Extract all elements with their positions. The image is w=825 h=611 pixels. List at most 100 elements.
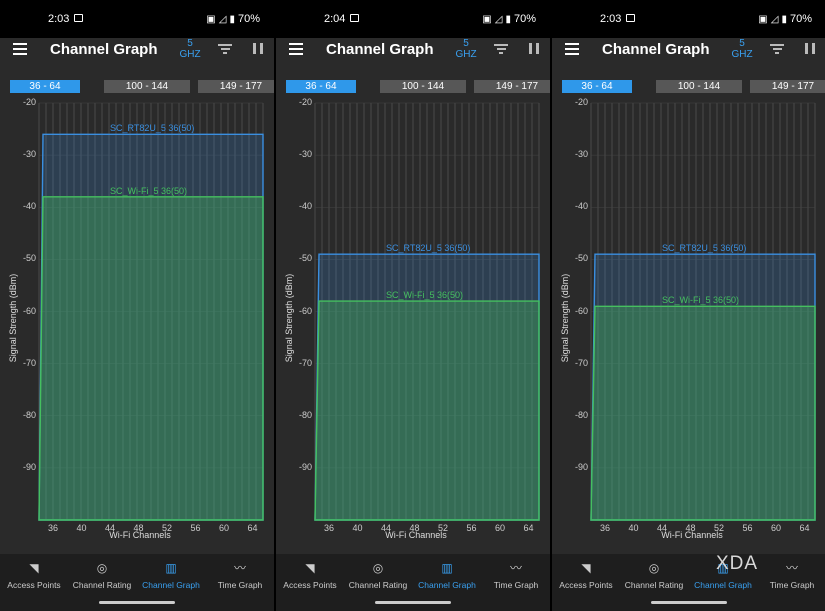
tab-channels-1[interactable]: 36 - 64 xyxy=(286,80,356,93)
tab-channels-2[interactable]: 100 - 144 xyxy=(656,80,742,93)
x-tick-label: 40 xyxy=(76,523,87,533)
x-tick-label: 60 xyxy=(770,523,781,533)
wifi-icon: ◥ xyxy=(581,561,591,575)
band-selector[interactable]: 5 GHZ xyxy=(730,38,754,60)
band-selector[interactable]: 5 GHZ xyxy=(178,38,202,60)
nav-item-channel-graph[interactable]: ▥ Channel Graph xyxy=(413,560,481,590)
y-tick-label: -70 xyxy=(22,357,36,368)
home-indicator[interactable] xyxy=(375,601,451,604)
tab-channels-3[interactable]: 149 - 177 xyxy=(474,80,550,93)
bottom-navigation: ◥ Access Points ◎ Channel Rating ▥ Channel Gr… xyxy=(0,554,274,611)
network-label-1: SC_RT82U_5 36(50) xyxy=(110,123,195,134)
band-unit: GHZ xyxy=(455,49,477,60)
y-tick-label: -80 xyxy=(22,409,36,420)
page-title: Channel Graph xyxy=(50,41,158,58)
y-tick-label: -30 xyxy=(22,149,36,160)
nfc-icon: ▣ xyxy=(206,13,216,25)
nav-item-time-graph[interactable]: 〰 Time Graph xyxy=(758,560,825,590)
x-tick-label: 48 xyxy=(685,523,696,533)
x-tick-label: 36 xyxy=(323,523,334,533)
line-graph-icon: 〰 xyxy=(509,561,522,575)
x-tick-label: 40 xyxy=(628,523,639,533)
nav-item-time-graph[interactable]: 〰 Time Graph xyxy=(482,560,550,590)
x-tick-label: 52 xyxy=(713,523,724,533)
tab-channels-3[interactable]: 149 - 177 xyxy=(198,80,274,93)
nav-item-channel-graph[interactable]: ▥ Channel Graph xyxy=(689,560,757,590)
x-tick-label: 36 xyxy=(47,523,58,533)
nfc-icon: ▣ xyxy=(482,13,492,25)
signal-rating-icon: ◎ xyxy=(648,561,660,575)
y-tick-label: -40 xyxy=(298,201,312,212)
no-signal-icon: ◿ xyxy=(770,13,779,25)
filter-icon[interactable] xyxy=(218,44,232,55)
y-tick-label: -40 xyxy=(22,201,36,212)
nav-item-channel-rating[interactable]: ◎ Channel Rating xyxy=(68,560,136,590)
pause-icon[interactable] xyxy=(805,43,815,55)
gallery-notification-icon xyxy=(350,14,359,22)
nav-item-label: Channel Graph xyxy=(142,580,200,590)
pause-icon[interactable] xyxy=(253,43,263,55)
nav-item-label: Access Points xyxy=(559,580,613,590)
series-area-2 xyxy=(590,305,816,521)
x-tick-label: 48 xyxy=(409,523,420,533)
channel-graph-chart xyxy=(314,102,540,521)
y-tick-label: -70 xyxy=(574,357,588,368)
nav-item-time-graph[interactable]: 〰 Time Graph xyxy=(206,560,274,590)
nav-item-channel-rating[interactable]: ◎ Channel Rating xyxy=(344,560,412,590)
hamburger-menu-icon[interactable] xyxy=(289,43,303,55)
status-bar: 2:04 ▣ ◿ ▮ 70% xyxy=(276,0,550,38)
y-tick-label: -50 xyxy=(574,253,588,264)
y-tick-label: -20 xyxy=(574,97,588,107)
status-bar: 2:03 ▣ ◿ ▮ 70% xyxy=(552,0,825,38)
nav-item-label: Channel Graph xyxy=(694,580,752,590)
filter-icon[interactable] xyxy=(494,44,508,55)
nav-item-label: Channel Graph xyxy=(418,580,476,590)
tab-channels-2[interactable]: 100 - 144 xyxy=(104,80,190,93)
battery-percent: 70% xyxy=(513,13,536,25)
y-tick-label: -20 xyxy=(298,97,312,107)
no-signal-icon: ◿ xyxy=(218,13,227,25)
tab-channels-1[interactable]: 36 - 64 xyxy=(10,80,80,93)
nav-item-label: Channel Rating xyxy=(624,580,684,590)
band-selector[interactable]: 5 GHZ xyxy=(454,38,478,60)
band-value: 5 xyxy=(187,38,193,49)
filter-icon[interactable] xyxy=(770,44,784,55)
y-tick-label: -50 xyxy=(298,253,312,264)
y-tick-label: -60 xyxy=(574,305,588,316)
bar-chart-icon: ▥ xyxy=(165,561,177,575)
gallery-notification-icon xyxy=(626,14,635,22)
y-tick-label: -20 xyxy=(22,97,36,107)
signal-rating-icon: ◎ xyxy=(96,561,108,575)
channel-graph-chart xyxy=(38,102,264,521)
bottom-navigation: ◥ Access Points ◎ Channel Rating ▥ Channel Gr… xyxy=(552,554,825,611)
home-indicator[interactable] xyxy=(99,601,175,604)
nav-item-channel-graph[interactable]: ▥ Channel Graph xyxy=(137,560,205,590)
nav-item-access-points[interactable]: ◥ Access Points xyxy=(552,560,620,590)
tab-channels-2[interactable]: 100 - 144 xyxy=(380,80,466,93)
battery-icon: ▮ xyxy=(229,13,235,25)
tab-channels-1[interactable]: 36 - 64 xyxy=(562,80,632,93)
x-axis-label: Wi-Fi Channels xyxy=(109,530,171,540)
page-title: Channel Graph xyxy=(602,41,710,58)
y-tick-label: -30 xyxy=(574,149,588,160)
nav-item-access-points[interactable]: ◥ Access Points xyxy=(0,560,68,590)
x-tick-label: 56 xyxy=(742,523,753,533)
app-bar: Channel Graph 5 GHZ xyxy=(552,38,825,68)
hamburger-menu-icon[interactable] xyxy=(565,43,579,55)
nav-item-label: Time Graph xyxy=(493,580,539,590)
x-tick-label: 64 xyxy=(799,523,810,533)
phone-screen-3: 2:03 ▣ ◿ ▮ 70% Channel Graph 5 GHZ 36 - xyxy=(552,0,825,611)
pause-icon[interactable] xyxy=(529,43,539,55)
signal-rating-icon: ◎ xyxy=(372,561,384,575)
network-label-1: SC_RT82U_5 36(50) xyxy=(386,243,471,254)
y-tick-label: -80 xyxy=(574,409,588,420)
x-tick-label: 60 xyxy=(218,523,229,533)
app-bar: Channel Graph 5 GHZ xyxy=(0,38,274,68)
bar-chart-icon: ▥ xyxy=(441,561,453,575)
nav-item-channel-rating[interactable]: ◎ Channel Rating xyxy=(620,560,688,590)
nav-item-access-points[interactable]: ◥ Access Points xyxy=(276,560,344,590)
tab-channels-3[interactable]: 149 - 177 xyxy=(750,80,825,93)
hamburger-menu-icon[interactable] xyxy=(13,43,27,55)
y-tick-label: -70 xyxy=(298,357,312,368)
home-indicator[interactable] xyxy=(651,601,727,604)
